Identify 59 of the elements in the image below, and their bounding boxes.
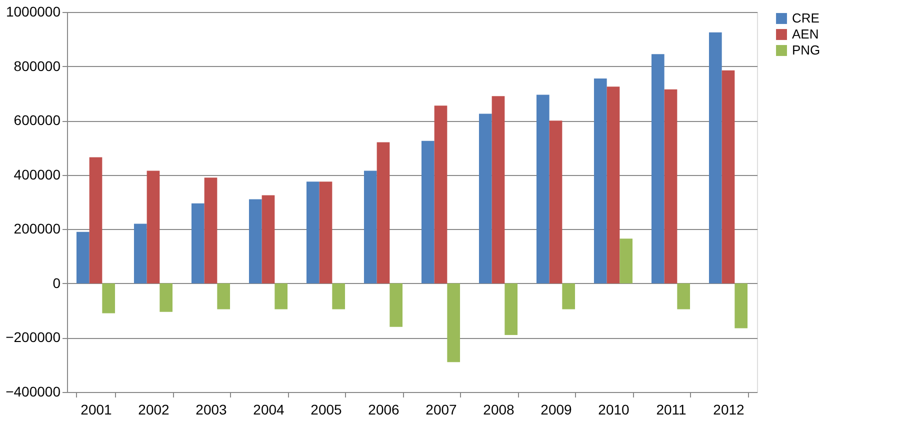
- x-tick-label: 2008: [483, 402, 515, 418]
- bar: [332, 283, 346, 310]
- x-tick-label: 2012: [713, 402, 745, 418]
- bar: [146, 170, 160, 284]
- bar: [248, 199, 262, 284]
- bar: [504, 283, 518, 335]
- legend-label: CRE: [792, 10, 820, 26]
- bar: [734, 283, 748, 328]
- y-tick-label: −200000: [6, 329, 61, 346]
- bar: [434, 106, 448, 284]
- x-tick-label: 2002: [138, 402, 170, 418]
- y-tick-label: 200000: [14, 220, 61, 237]
- x-tick-label: 2005: [310, 402, 342, 418]
- bar: [160, 283, 173, 312]
- x-tick-label: 2006: [368, 402, 400, 418]
- bar: [421, 140, 434, 284]
- bar: [562, 283, 576, 310]
- bar: [677, 283, 690, 310]
- bar: [262, 195, 275, 284]
- bar: [390, 283, 403, 327]
- bar: [376, 142, 390, 284]
- bar: [492, 96, 505, 284]
- bar: [549, 120, 562, 284]
- x-tick-label: 2011: [656, 402, 687, 418]
- bar: [364, 170, 377, 284]
- bar: [274, 283, 288, 310]
- bar: [620, 238, 633, 284]
- legend-label: PNG: [792, 42, 820, 58]
- bar: [478, 114, 492, 284]
- x-tick-label: 2009: [540, 402, 572, 418]
- bar: [191, 203, 204, 284]
- legend-label: AEN: [792, 26, 819, 42]
- bar: [664, 89, 678, 284]
- x-tick-label: 2004: [253, 402, 285, 418]
- y-tick-label: 800000: [14, 58, 61, 74]
- y-tick-label: −400000: [6, 384, 61, 400]
- y-tick-label: 1000000: [6, 4, 61, 20]
- y-tick-label: 0: [52, 274, 61, 291]
- x-tick-label: 2007: [426, 402, 458, 418]
- x-tick-label: 2003: [196, 402, 228, 418]
- y-tick-label: 600000: [14, 112, 61, 128]
- bar: [76, 232, 90, 284]
- y-tick-label: 400000: [14, 166, 61, 182]
- x-tick-label: 2010: [598, 402, 630, 418]
- x-tick-label: 2001: [80, 402, 112, 418]
- bar: [89, 157, 102, 284]
- bar: [594, 78, 607, 284]
- bar: [722, 70, 735, 284]
- bar: [651, 54, 664, 284]
- bar: [204, 178, 218, 284]
- bar: [606, 86, 620, 284]
- bar: [536, 94, 550, 284]
- bar: [306, 182, 320, 284]
- bar: [319, 182, 332, 284]
- bar: [708, 32, 722, 284]
- bar: [217, 283, 230, 310]
- bar: [134, 224, 147, 284]
- bar: [447, 283, 460, 362]
- bar: [102, 283, 116, 314]
